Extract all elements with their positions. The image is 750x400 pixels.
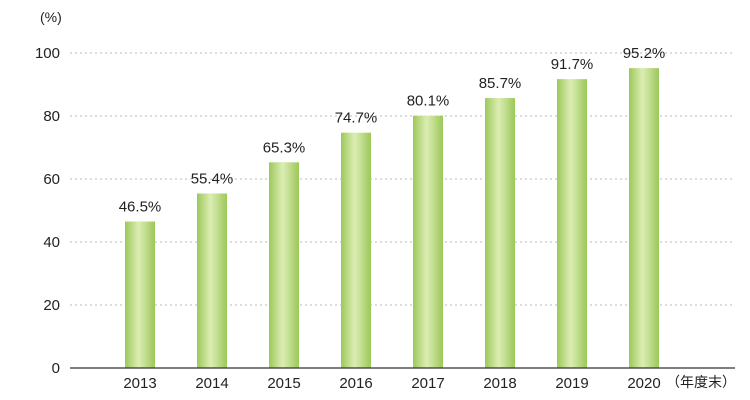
x-tick-label-2013: 2013: [123, 375, 156, 392]
bar-2013: [125, 221, 155, 368]
y-tick-label: 60: [43, 171, 60, 188]
bar-2014: [197, 193, 227, 368]
x-tick-label-2020: 2020: [627, 375, 660, 392]
labels: 0 20 40 60 80 100 46.5% 2013 55.4% 2014 65.3% 2015 7…: [35, 45, 665, 392]
bar-2018: [485, 98, 515, 369]
data-label-2020: 95.2%: [623, 45, 666, 62]
x-tick-label-2014: 2014: [195, 375, 228, 392]
data-label-2019: 91.7%: [551, 56, 594, 73]
y-tick-label: 40: [43, 234, 60, 251]
bar-2015: [269, 162, 299, 368]
data-label-2016: 74.7%: [335, 110, 378, 127]
y-tick-label: 20: [43, 297, 60, 314]
bar-2020: [629, 68, 659, 369]
x-tick-label-2019: 2019: [555, 375, 588, 392]
x-tick-label-2016: 2016: [339, 375, 372, 392]
y-tick-label: 80: [43, 108, 60, 125]
data-label-2015: 65.3%: [263, 139, 306, 156]
y-tick-label: 0: [52, 360, 60, 377]
grid-lines: [70, 52, 735, 306]
x-tick-label-2015: 2015: [267, 375, 300, 392]
data-label-2014: 55.4%: [191, 170, 234, 187]
data-label-2013: 46.5%: [119, 199, 162, 216]
bars: [125, 68, 659, 369]
x-tick-label-2017: 2017: [411, 375, 444, 392]
bar-2019: [557, 79, 587, 369]
bar-2016: [341, 132, 371, 368]
x-tick-label-2018: 2018: [483, 375, 516, 392]
bar-2017: [413, 115, 443, 368]
y-tick-label: 100: [35, 45, 60, 62]
data-label-2017: 80.1%: [407, 93, 450, 110]
y-axis-unit-label: (%): [40, 9, 62, 25]
data-label-2018: 85.7%: [479, 75, 522, 92]
x-axis-unit-label: （年度末）: [666, 374, 736, 390]
